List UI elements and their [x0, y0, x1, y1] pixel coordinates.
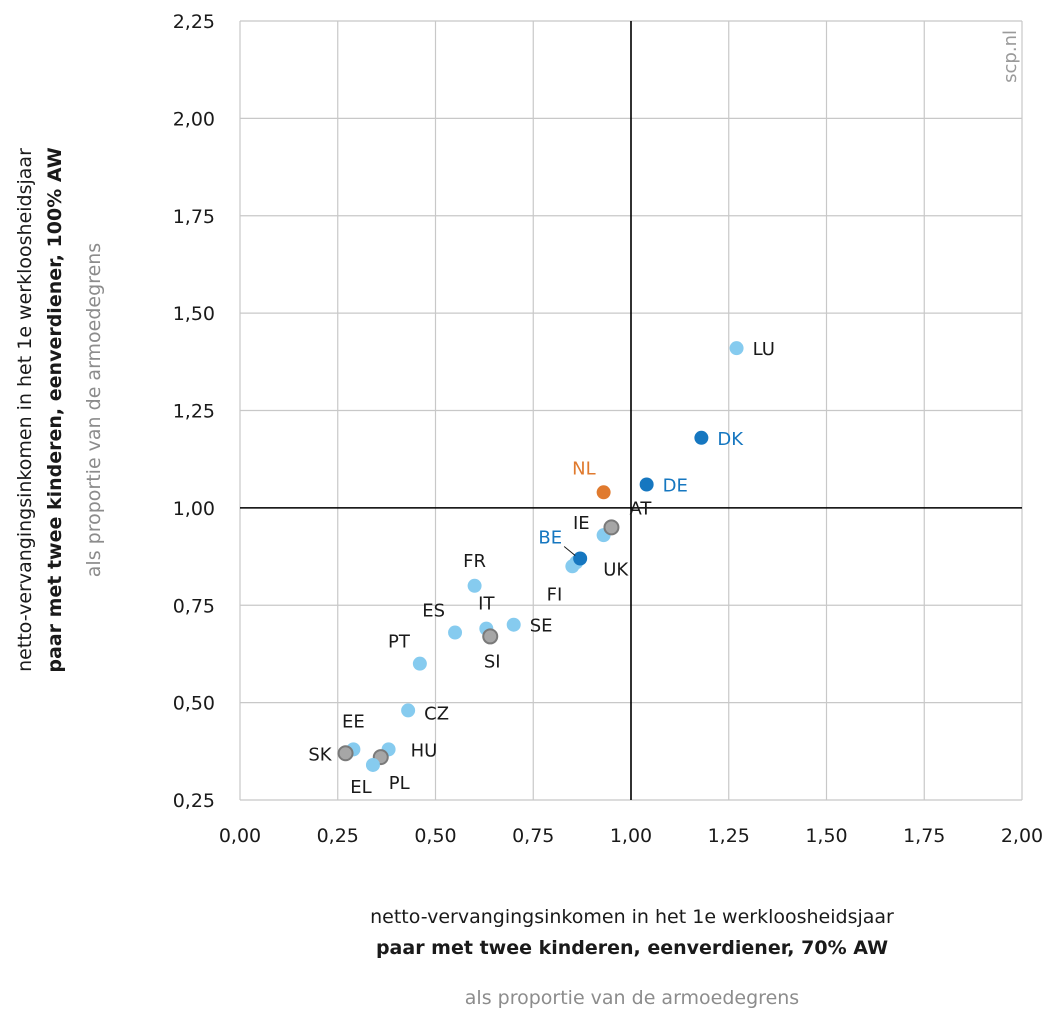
y-tick-label: 0,25 [173, 790, 215, 812]
point-label-be: BE [538, 528, 562, 549]
x-tick-label: 1,00 [610, 825, 652, 847]
point-se [506, 617, 521, 632]
x-tick-label: 2,00 [1001, 825, 1043, 847]
x-tick-label: 1,25 [708, 825, 750, 847]
point-label-el: EL [350, 777, 371, 798]
y-tick-label: 0,75 [173, 595, 215, 617]
x-tick-label: 0,00 [219, 825, 261, 847]
point-label-nl: NL [572, 458, 596, 479]
point-cz [401, 703, 416, 718]
point-label-pl: PL [389, 773, 410, 794]
leader-line-be [563, 546, 576, 556]
y-tick-label: 1,25 [173, 401, 215, 423]
point-labels: LU DK DE NL IE AT UK FI BE FR SE IT ES SI PT CZ EE HU SK PL… [308, 339, 775, 798]
y-tick-label: 1,50 [173, 303, 215, 325]
point-label-cz: CZ [424, 703, 449, 724]
point-label-hu: HU [411, 740, 438, 761]
x-axis-unit: als proportie van de armoedegrens [465, 987, 799, 1009]
point-fr [467, 578, 482, 593]
point-label-pt: PT [388, 632, 411, 653]
y-tick-label: 2,25 [173, 11, 215, 33]
point-at [603, 519, 620, 536]
x-axis-title: netto-vervangingsinkomen in het 1e werkl… [370, 906, 894, 928]
y-tick-label: 0,50 [173, 693, 215, 715]
point-es [448, 625, 463, 640]
point-label-fi: FI [547, 584, 563, 605]
point-label-at: AT [629, 498, 652, 519]
watermark: scp.nl [1000, 30, 1021, 83]
x-tick-label: 0,75 [512, 825, 554, 847]
y-tick-label: 1,75 [173, 206, 215, 228]
y-axis-subtitle: paar met twee kinderen, eenverdiener, 10… [44, 147, 66, 672]
point-label-lu: LU [753, 339, 775, 360]
y-axis-title: netto-vervangingsinkomen in het 1e werkl… [14, 148, 36, 672]
point-label-fr: FR [463, 551, 486, 572]
point-label-uk: UK [603, 559, 629, 580]
point-pt [412, 656, 427, 671]
point-be [573, 551, 588, 566]
y-tick-label: 1,00 [173, 498, 215, 520]
x-axis-subtitle: paar met twee kinderen, eenverdiener, 70… [376, 937, 888, 959]
point-label-it: IT [478, 594, 495, 615]
y-tick-label: 2,00 [173, 108, 215, 130]
x-tick-label: 1,50 [805, 825, 847, 847]
y-axis-unit: als proportie van de armoedegrens [83, 243, 105, 577]
point-label-se: SE [530, 616, 553, 637]
point-nl [596, 485, 611, 500]
tick-labels: 0,00 0,25 0,50 0,75 1,00 1,25 1,50 1,75 2,000,25… [173, 11, 1043, 847]
point-sk [337, 745, 354, 762]
x-tick-label: 0,25 [317, 825, 359, 847]
point-label-ie: IE [573, 513, 590, 534]
grid-lines [239, 20, 1023, 801]
point-label-de: DE [663, 476, 688, 497]
point-label-dk: DK [717, 429, 744, 450]
point-label-es: ES [422, 601, 445, 622]
x-tick-label: 0,50 [414, 825, 456, 847]
point-label-ee: EE [342, 711, 365, 732]
point-dk [694, 430, 709, 445]
x-tick-label: 1,75 [903, 825, 945, 847]
data-points [337, 341, 744, 772]
point-label-si: SI [484, 651, 501, 672]
point-lu [729, 341, 744, 356]
point-label-sk: SK [308, 744, 332, 765]
point-el [365, 757, 380, 772]
point-de [639, 477, 654, 492]
point-si [482, 628, 499, 645]
